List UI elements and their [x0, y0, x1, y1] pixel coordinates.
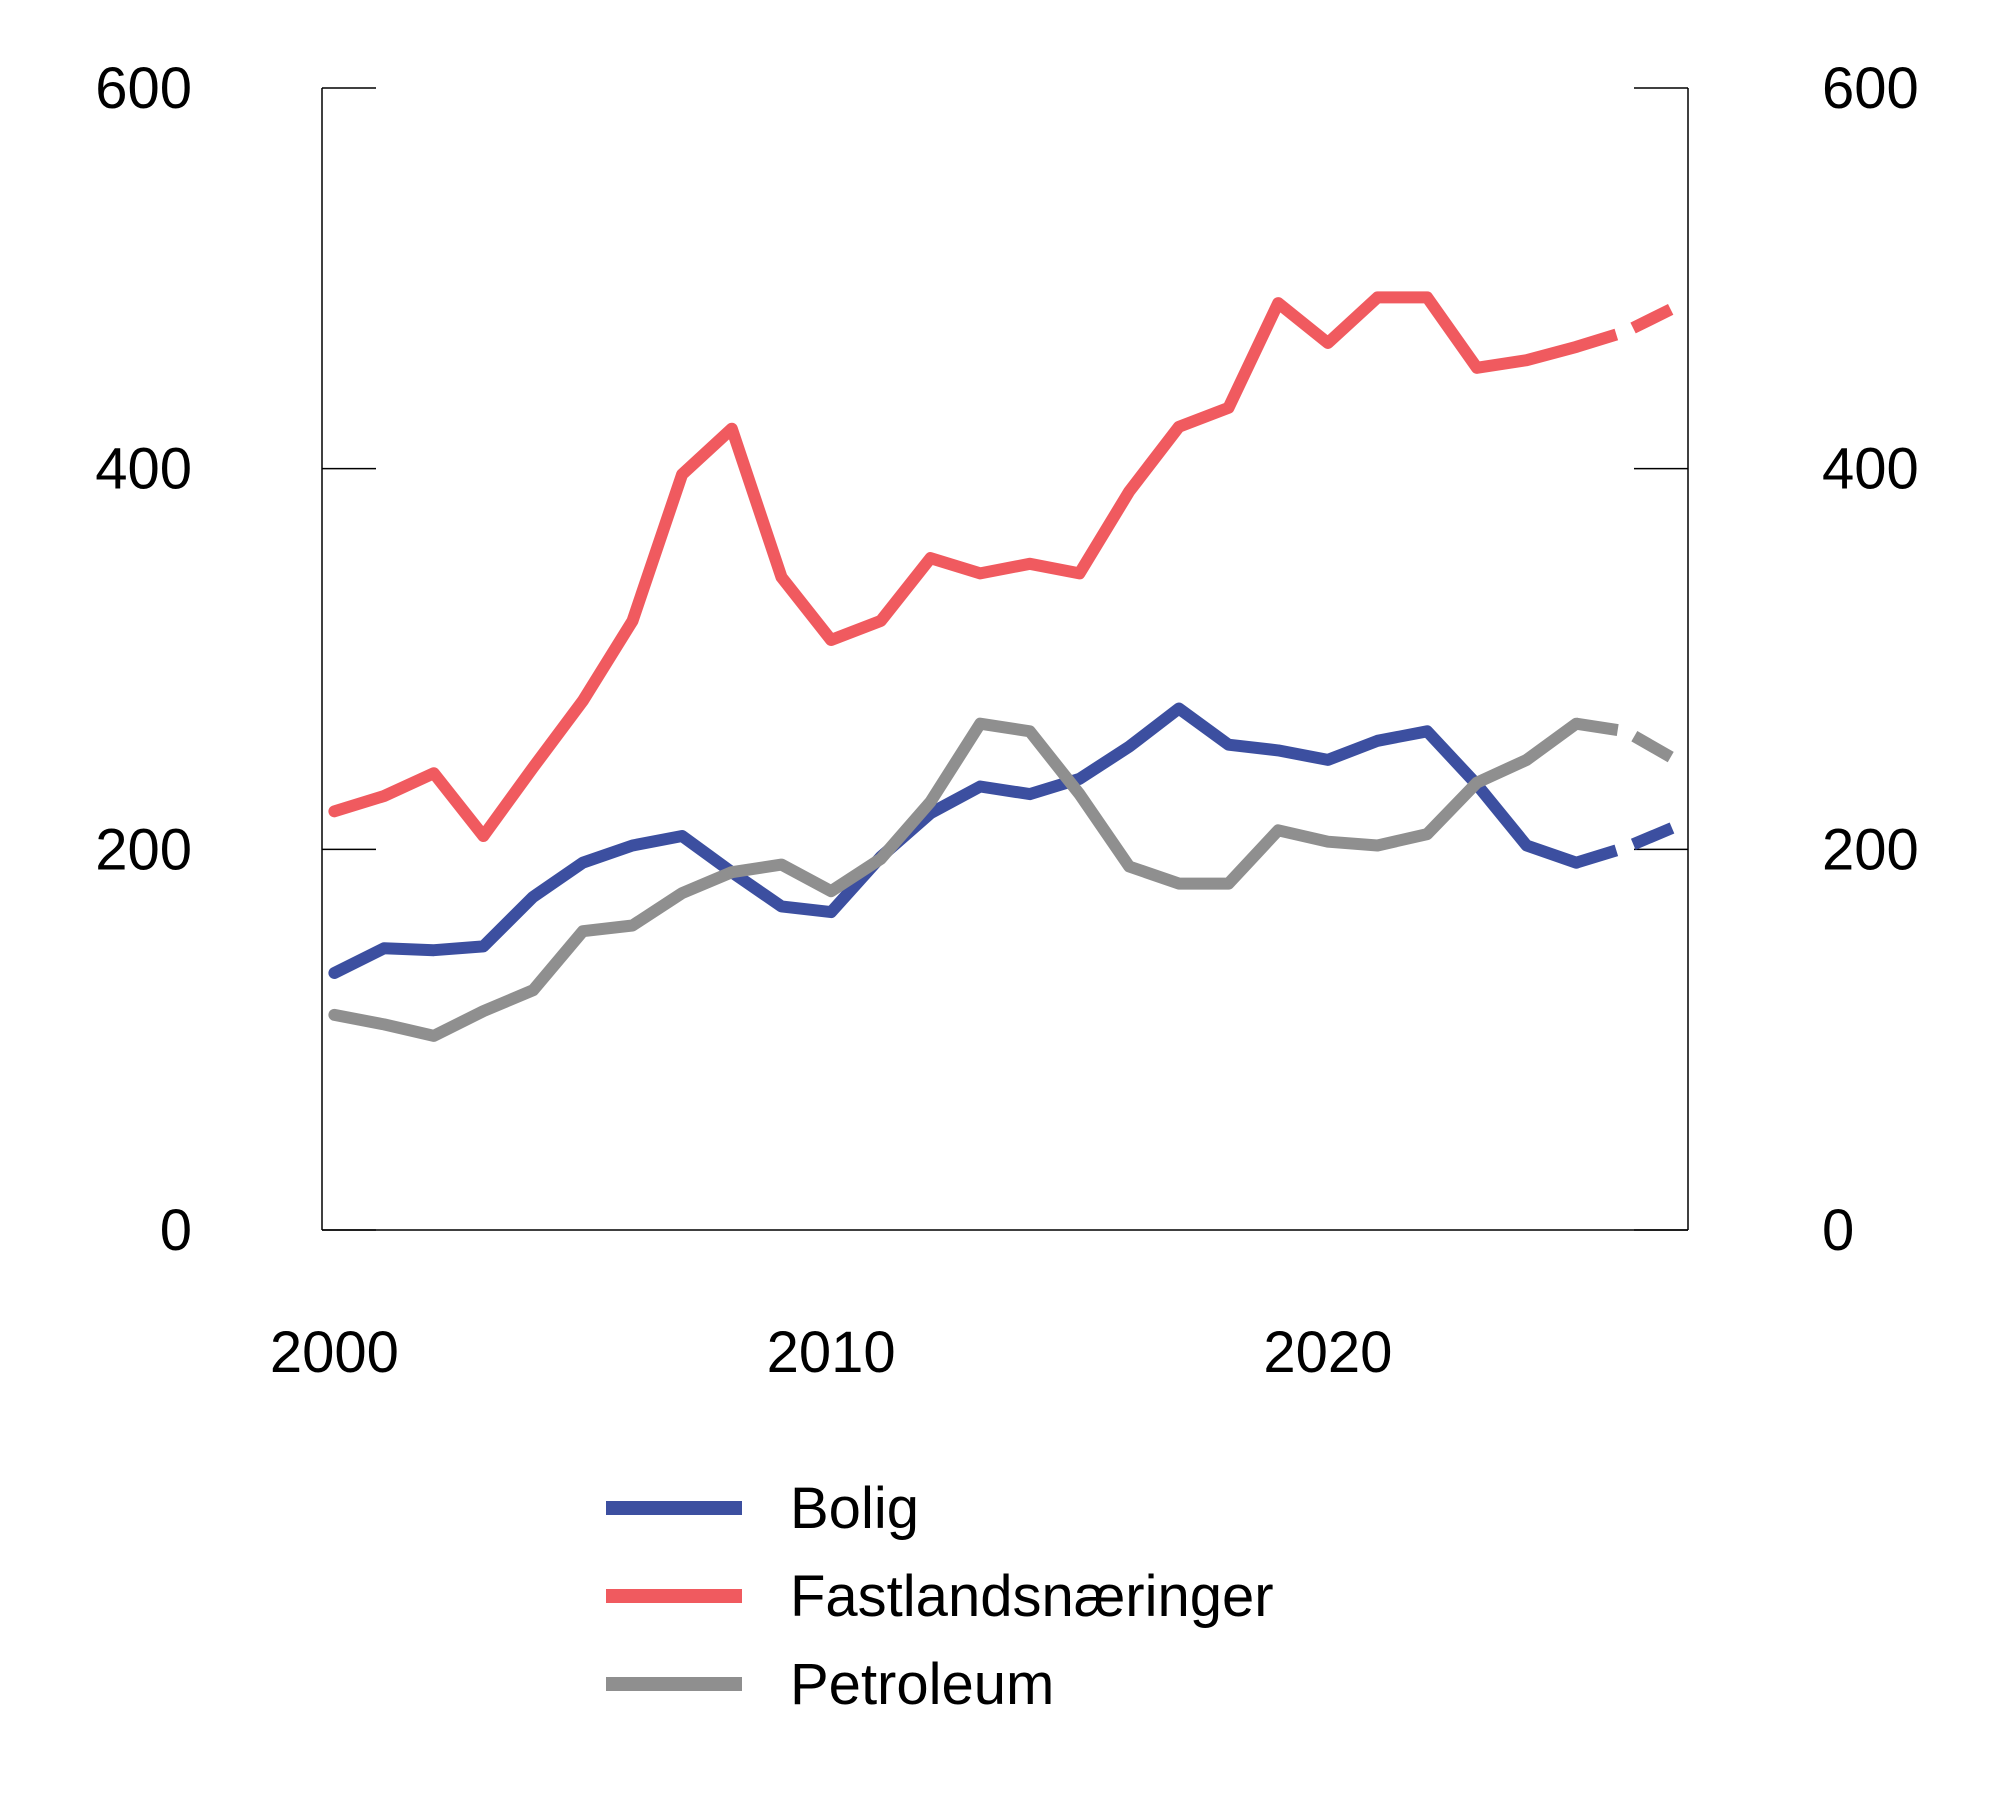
y-tick-label-right: 600	[1822, 56, 1919, 121]
legend-label-petroleum: Petroleum	[790, 1652, 1054, 1717]
y-tick-label-left: 0	[160, 1198, 192, 1263]
y-tick-label-right: 400	[1822, 437, 1919, 502]
y-tick-label-right: 0	[1822, 1198, 1854, 1263]
x-tick-label: 2020	[1263, 1320, 1392, 1385]
x-tick-label: 2000	[270, 1320, 399, 1385]
series-forecast-petroleum	[1575, 717, 1679, 766]
chart-axes: 0 0 200 200 400 400 600 600 2000 2010 2020	[95, 56, 1919, 1385]
series-layer	[328, 291, 1679, 1042]
legend-label-fastlandsnæringer: Fastlandsnæringer	[790, 1564, 1274, 1629]
x-tick-label: 2010	[767, 1320, 896, 1385]
series-line-petroleum	[328, 717, 1583, 1042]
legend: Bolig Fastlandsnæringer Petroleum	[606, 1476, 1274, 1717]
y-tick-label-left: 400	[95, 437, 192, 502]
series-line-bolig	[328, 702, 1583, 979]
series-line-fastlandsnæringer	[328, 291, 1583, 842]
y-tick-label-left: 600	[95, 56, 192, 121]
series-forecast-bolig	[1574, 820, 1678, 869]
series-forecast-fastlandsnæringer	[1574, 301, 1679, 353]
y-tick-label-right: 200	[1822, 817, 1919, 882]
y-tick-label-left: 200	[95, 817, 192, 882]
legend-label-bolig: Bolig	[790, 1476, 919, 1541]
